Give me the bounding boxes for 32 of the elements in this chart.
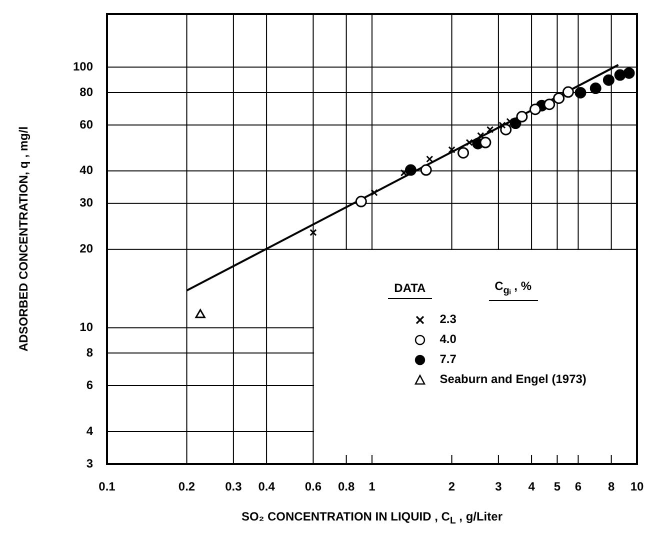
x-tick-label: 5 (554, 480, 561, 494)
annotation: C$_{gᵢ}$ , % (488, 279, 538, 301)
x-tick-label: 0.1 (98, 480, 116, 494)
y-tick-label: 4 (86, 424, 94, 438)
legend-title: DATA (388, 281, 432, 300)
y-tick-label: 60 (80, 117, 94, 132)
x-tick-label: 0.2 (178, 480, 196, 494)
legend-label: 2.3 (438, 310, 458, 328)
x-tick-label: 0.4 (258, 480, 276, 494)
legend-label: Seaburn and Engel (1973) (438, 370, 588, 388)
y-tick-label: 20 (80, 242, 94, 256)
x-tick-label: 0.8 (338, 480, 355, 494)
y-tick-label: 6 (86, 378, 94, 392)
x-tick-label: 1 (368, 480, 376, 494)
x-tick-label: 4 (528, 480, 536, 494)
y-tick-label: 8 (86, 345, 94, 360)
x-tick-label: 0.3 (225, 480, 242, 494)
y-tick-label: 30 (80, 196, 94, 210)
y-axis-title: ADSORBED CONCENTRATION, q , mg/l (16, 126, 30, 352)
x-tick-label: 3 (495, 480, 502, 494)
x-tick-label: 8 (608, 480, 615, 494)
y-tick-label: 80 (80, 84, 94, 99)
legend-label: 4.0 (438, 330, 458, 348)
x-tick-label: 10 (630, 480, 644, 494)
y-tick-label: 10 (80, 320, 94, 334)
y-tick-label: 3 (86, 456, 94, 470)
x-tick-label: 0.6 (304, 480, 322, 494)
legend-label: 7.7 (438, 350, 458, 368)
x-tick-label: 2 (448, 480, 456, 494)
y-tick-label: 100 (72, 60, 94, 74)
y-tick-label: 40 (80, 163, 94, 178)
x-tick-label: 6 (574, 480, 582, 494)
